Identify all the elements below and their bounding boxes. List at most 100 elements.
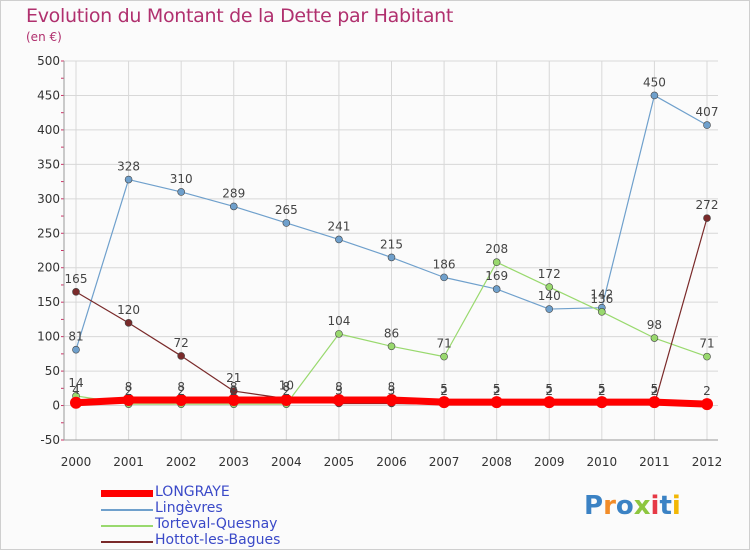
legend-label: Lingèvres	[155, 500, 223, 516]
data-label: 407	[696, 105, 719, 119]
data-point	[175, 394, 188, 407]
x-tick-label: 2000	[61, 455, 92, 469]
data-point	[229, 202, 238, 211]
data-label: 5	[651, 382, 659, 396]
y-tick-label: 500	[37, 54, 60, 68]
data-point	[440, 273, 448, 282]
data-point	[72, 345, 80, 354]
data-label: 2	[545, 384, 553, 398]
data-label: 208	[485, 242, 508, 256]
y-tick-label: 200	[37, 261, 60, 275]
data-label: 8	[283, 380, 291, 394]
data-label: 2	[440, 384, 448, 398]
y-tick-label: 250	[37, 226, 60, 240]
data-label: 186	[433, 257, 456, 271]
x-tick-label: 2011	[639, 455, 670, 469]
data-label: 136	[590, 292, 613, 306]
data-point	[701, 398, 713, 411]
data-label: 172	[538, 267, 561, 281]
data-label: 98	[647, 318, 662, 332]
data-point	[492, 258, 501, 267]
data-point	[650, 91, 659, 100]
data-point	[227, 394, 240, 407]
data-point	[703, 121, 711, 129]
x-tick-label: 2012	[692, 455, 723, 469]
data-label: 8	[335, 380, 343, 394]
data-point	[703, 352, 711, 361]
data-label: 5	[598, 382, 606, 396]
data-label: 2	[177, 384, 185, 398]
data-point	[124, 175, 133, 184]
logo-letter: P	[584, 491, 604, 521]
data-label: 104	[327, 314, 350, 328]
x-tick-label: 2003	[218, 455, 249, 469]
x-tick-label: 2004	[271, 455, 302, 469]
y-tick-label: 400	[37, 123, 60, 137]
data-label: 2	[703, 384, 711, 398]
x-tick-label: 2007	[429, 455, 460, 469]
x-tick-label: 2008	[481, 455, 512, 469]
data-label: 2	[598, 384, 606, 398]
data-point	[177, 188, 185, 196]
data-point	[543, 396, 556, 409]
data-label: 3	[335, 383, 343, 397]
data-point	[703, 214, 711, 222]
data-point	[492, 285, 501, 293]
data-label: 289	[222, 186, 245, 200]
chart-unit: (en €)	[26, 30, 62, 44]
data-label: 5	[440, 382, 448, 396]
data-label: 165	[65, 272, 88, 286]
chart-title: Evolution du Montant de la Dette par Hab…	[26, 5, 454, 27]
data-label: 8	[230, 380, 238, 394]
data-point	[595, 396, 608, 409]
data-label: 310	[170, 172, 193, 186]
data-point	[282, 219, 291, 227]
legend-swatch	[101, 525, 153, 527]
data-label: 2	[125, 384, 133, 398]
data-label: 241	[327, 219, 350, 233]
y-tick-label: 350	[37, 157, 60, 171]
data-point	[335, 330, 343, 338]
logo-letter: r	[603, 491, 616, 521]
data-point	[598, 308, 606, 316]
y-tick-label: -50	[40, 433, 60, 447]
logo-letter: i	[671, 491, 681, 521]
data-label: 169	[485, 269, 508, 283]
data-label: 140	[538, 289, 561, 303]
legend-swatch	[101, 541, 153, 543]
data-point	[440, 352, 448, 361]
data-point	[387, 342, 396, 351]
data-label: 5	[493, 382, 501, 396]
data-label: 2	[651, 384, 659, 398]
logo-letter: i	[650, 491, 660, 521]
data-point	[438, 396, 451, 409]
legend-label: LONGRAYE	[155, 484, 230, 500]
data-point	[648, 396, 661, 409]
x-tick-label: 2001	[113, 455, 144, 469]
data-point	[70, 396, 82, 409]
x-tick-label: 2009	[534, 455, 565, 469]
data-label: 14	[68, 376, 83, 390]
y-tick-label: 100	[37, 330, 60, 344]
data-label: 81	[68, 330, 83, 344]
data-point	[332, 394, 345, 407]
logo-letter: o	[615, 491, 634, 521]
legend-swatch	[101, 509, 153, 511]
x-tick-label: 2010	[587, 455, 618, 469]
data-label: 215	[380, 237, 403, 251]
data-label: 5	[545, 382, 553, 396]
data-point	[335, 235, 343, 244]
data-point	[545, 305, 554, 313]
data-label: 2	[493, 384, 501, 398]
data-point	[650, 334, 659, 342]
data-label: 72	[174, 336, 189, 350]
proxiti-logo: Proxiti	[584, 491, 681, 521]
legend-label: Torteval-Quesnay	[155, 516, 278, 532]
data-label: 272	[696, 198, 719, 212]
data-label: 8	[125, 380, 133, 394]
data-label: 328	[117, 160, 140, 174]
data-point	[177, 352, 185, 360]
y-tick-label: 150	[37, 295, 60, 309]
